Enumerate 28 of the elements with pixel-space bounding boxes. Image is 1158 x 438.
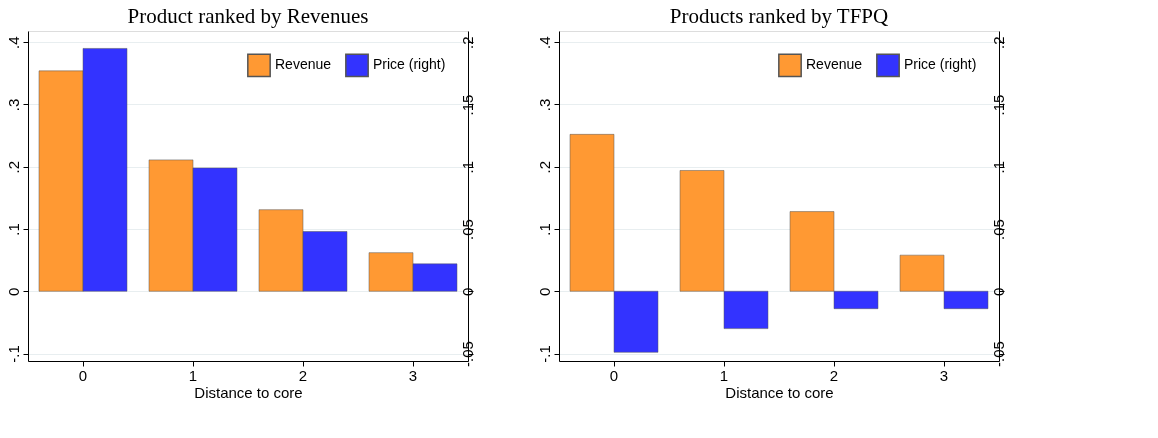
y-tick-label: .3 (535, 98, 553, 112)
legend-label: Revenue (806, 56, 863, 73)
legend-label: Revenue (275, 56, 332, 73)
x-tick-label: 1 (188, 366, 198, 384)
x-tick-label: 3 (408, 366, 418, 384)
x-axis-title: Distance to core (194, 383, 303, 401)
y-tick-label: .3 (4, 98, 22, 112)
y-tick-label: 0 (535, 287, 553, 296)
x-tick-label: 0 (609, 366, 619, 384)
y-tick-label: .2 (4, 160, 22, 174)
y-tick-label: -.1 (4, 345, 22, 363)
x-tick-label: 1 (719, 366, 729, 384)
x-tick-label: 2 (829, 366, 839, 384)
legend-label: Price (right) (373, 56, 446, 73)
y-tick-label: .1 (535, 223, 553, 236)
y-tick-label: 0 (4, 287, 22, 296)
y-tick-label: .4 (4, 36, 22, 49)
y-tick-label: .4 (535, 36, 553, 49)
y-tick-label: .2 (535, 160, 553, 174)
x-tick-label: 3 (939, 366, 949, 384)
y-tick-label: .1 (4, 223, 22, 236)
x-axis-title: Distance to core (725, 383, 834, 401)
x-tick-label: 2 (298, 366, 308, 384)
chart-title: Product ranked by Revenues (127, 4, 369, 28)
chart-title: Products ranked by TFPQ (669, 4, 889, 28)
legend-label: Price (right) (904, 56, 977, 73)
x-tick-label: 0 (78, 366, 88, 384)
y-tick-label: -.1 (535, 345, 553, 363)
